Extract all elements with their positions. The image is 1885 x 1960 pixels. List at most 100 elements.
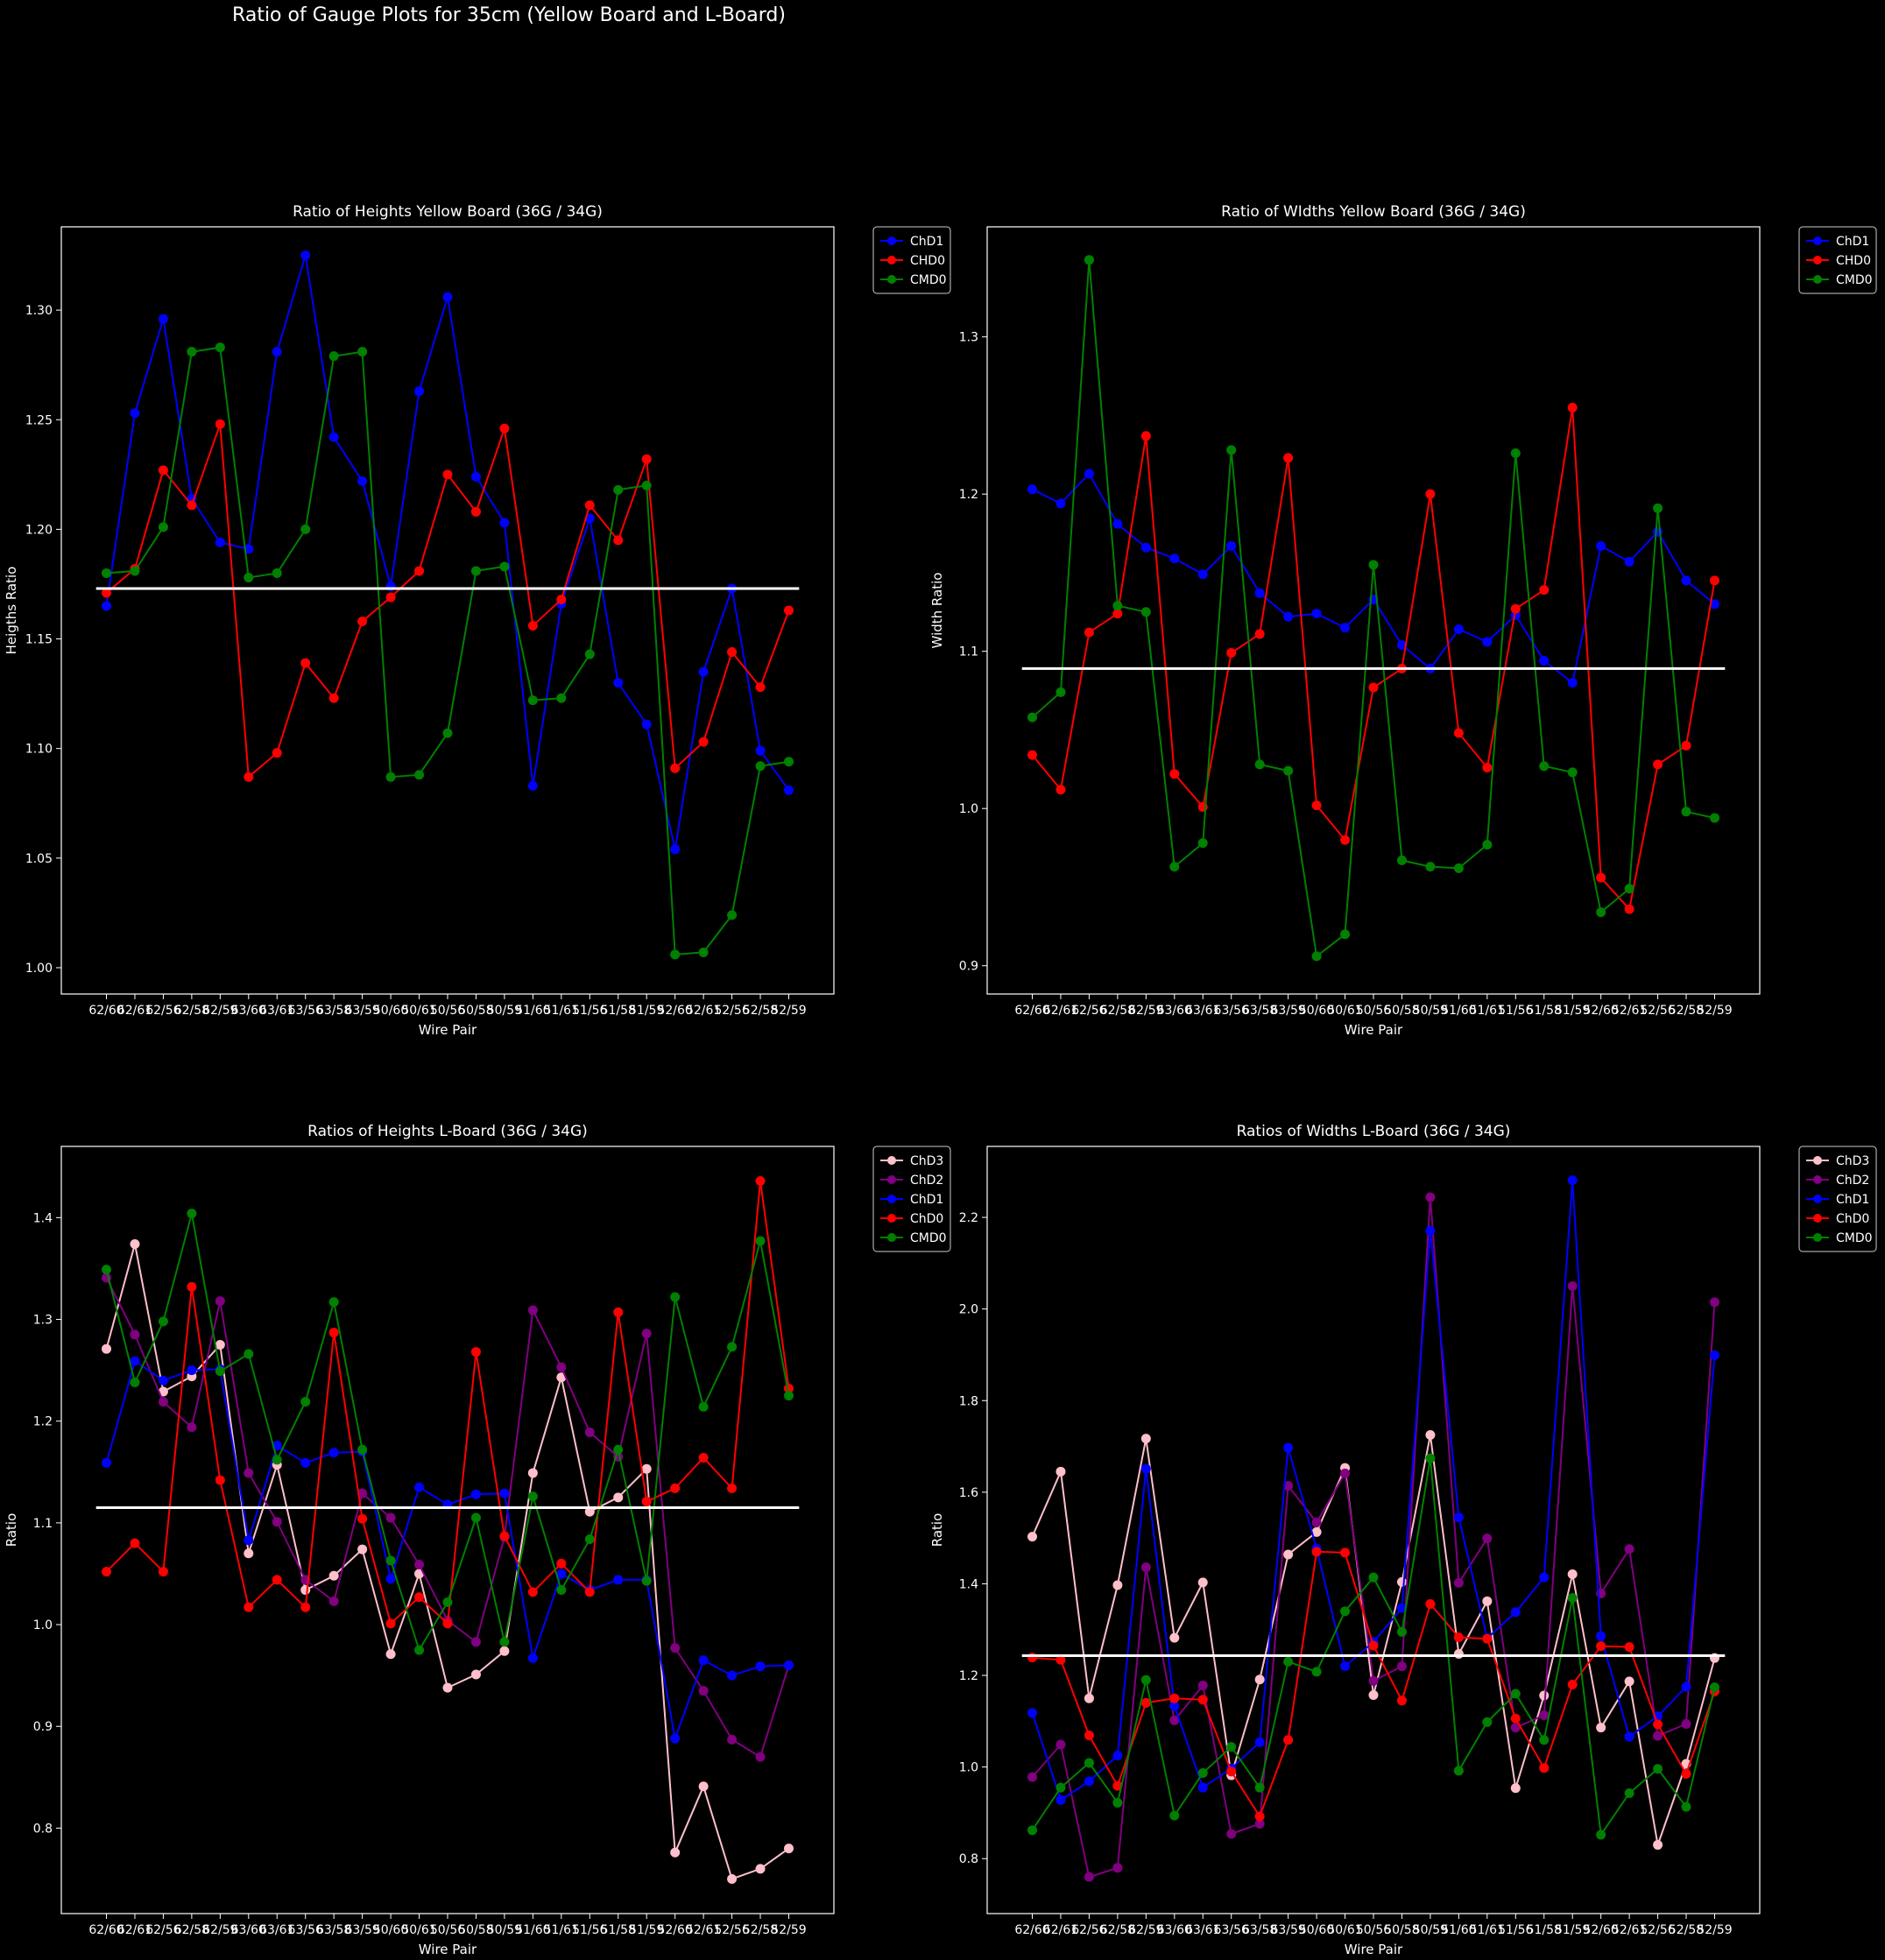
panel-4-series-chd3-point [1197, 1577, 1208, 1588]
panel-3-series-chd2-point [556, 1362, 567, 1372]
panel-2-legend-label: ChD1 [1836, 235, 1869, 249]
panel-3-series-chd3-point [783, 1844, 794, 1854]
panel-1-xtick-label: 51/58 [601, 1004, 636, 1018]
panel-3-xtick-label: 62/56 [145, 1923, 180, 1937]
panel-3-ylabel: Ratio [4, 1513, 19, 1548]
panel-4-xtick-label: 50/60 [1299, 1923, 1334, 1937]
panel-1-xtick-label: 63/60 [231, 1004, 266, 1018]
panel-1-series-chd0-point [385, 592, 396, 603]
panel-4-xtick-label: 52/58 [1669, 1923, 1704, 1937]
panel-4-ytick-label: 2.0 [959, 1303, 978, 1317]
panel-4-series-chd1-point [1140, 1463, 1151, 1474]
panel-4-xtick-label: 51/61 [1470, 1923, 1505, 1937]
panel-4-series-chd2-point [1510, 1723, 1521, 1733]
panel-1-series-chd0-point [328, 693, 339, 703]
panel-2-xtick-label: 62/56 [1071, 1004, 1106, 1018]
panel-4-series-chd0-point [1340, 1548, 1351, 1558]
panel-4-series-chd0-point [1453, 1632, 1464, 1643]
panel-3-series-chd2-point [357, 1488, 368, 1498]
panel-4-legend-label: ChD0 [1836, 1212, 1869, 1226]
panel-2-series-cmd0-point [1169, 862, 1180, 872]
panel-1-series-chd1-point [527, 780, 538, 791]
panel-1-xtick-label: 62/60 [88, 1004, 124, 1018]
panel-1-ytick-label: 1.15 [25, 633, 53, 647]
panel-1-series-chd0-point [527, 621, 538, 631]
panel-4-series-chd1-point [1027, 1708, 1038, 1718]
panel-4-series-chd2-point [1340, 1468, 1351, 1478]
panel-2-series-chd0-line [1031, 407, 1716, 912]
panel-1-series-chd0-point [499, 423, 510, 434]
panel-2-series-cmd0-point [1084, 255, 1094, 265]
panel-3-series-chd2-point [215, 1296, 225, 1307]
panel-4-series-chd3-point [1084, 1693, 1094, 1703]
panel-1-series-cmd0-line [106, 346, 789, 955]
panel-4-xtick-label: 63/61 [1185, 1923, 1220, 1937]
panel-1-xtick-label: 63/58 [316, 1004, 351, 1018]
panel-3-xtick-label: 50/58 [458, 1923, 493, 1937]
panel-3-xtick-label: 52/60 [657, 1923, 692, 1937]
panel-3-xtick-label: 51/61 [544, 1923, 579, 1937]
panel-4-series-cmd0-point [1226, 1742, 1237, 1752]
panel-1-series-chd0-point [755, 682, 766, 693]
panel-2-ylabel: Width Ratio [929, 573, 945, 649]
panel-3-series-cmd0-point [385, 1555, 396, 1566]
panel-3-series-chd2-point [187, 1422, 197, 1433]
panel-2-series-cmd0-point [1140, 607, 1151, 617]
panel-2-series-chd0-point [1596, 872, 1606, 883]
panel-3-series-chd0-point [613, 1307, 624, 1317]
panel-3-series-chd0-point [499, 1531, 510, 1541]
panel-4-series-chd1-point [1510, 1607, 1521, 1618]
panel-3-legend-label: ChD2 [910, 1174, 943, 1188]
panel-4-series-chd0-point [1567, 1680, 1578, 1690]
panel-2-ytick-label: 0.9 [959, 960, 978, 974]
panel-3-series-chd3-point [328, 1570, 339, 1581]
panel-4-xtick-label: 50/56 [1356, 1923, 1391, 1937]
panel-1-series-chd1-point [357, 476, 368, 486]
panel-1-series-chd1-point [300, 250, 311, 261]
panel-2-series-cmd0-point [1396, 855, 1407, 865]
panel-3-legend-marker [887, 1156, 896, 1165]
panel-2-series-chd0-point [1453, 728, 1464, 738]
panel-3-series-chd1-point [187, 1365, 197, 1376]
panel-4-series-chd2-point [1084, 1872, 1094, 1882]
panel-4-series-chd2-point [1653, 1731, 1663, 1741]
panel-1-series-cmd0-point [442, 728, 453, 738]
panel-4-series-chd2-point [1169, 1715, 1180, 1725]
panel-1-ylabel: Heigths Ratio [4, 567, 19, 655]
panel-1-series-cmd0-point [670, 949, 681, 960]
panel-3-series-chd3-point [470, 1669, 481, 1680]
panel-3-xtick-label: 50/59 [487, 1923, 522, 1937]
panel-4-series-chd0-point [1653, 1719, 1663, 1730]
panel-4-xtick-label: 50/61 [1327, 1923, 1362, 1937]
panel-2-xtick-label: 52/56 [1640, 1004, 1675, 1018]
panel-4-series-chd2-point [1027, 1772, 1038, 1782]
panel-3-series-cmd0-point [727, 1342, 738, 1352]
panel-3-series-chd1-point [385, 1574, 396, 1584]
panel-1-series-cmd0-point [272, 568, 282, 578]
panel-1-xtick-label: 51/59 [629, 1004, 664, 1018]
panel-1-legend-marker [887, 256, 896, 264]
panel-1-series-cmd0-point [499, 561, 510, 572]
panel-1-series-cmd0-point [102, 568, 112, 578]
figure-title: Ratio of Gauge Plots for 35cm (Yellow Bo… [232, 4, 786, 26]
panel-2-series-chd1-point [1283, 611, 1294, 622]
panel-2-series-chd0-point [1709, 575, 1719, 586]
panel-2-series-cmd0-point [1112, 601, 1123, 611]
panel-2-series-chd1-point [1453, 624, 1464, 635]
panel-1-ytick-label: 1.05 [25, 852, 53, 866]
panel-4-series-cmd0-point [1653, 1764, 1663, 1774]
panel-3-series-chd1-point [698, 1655, 709, 1666]
panel-3-series-chd0-point [272, 1575, 282, 1585]
panel-2-series-chd1-point [1681, 575, 1691, 586]
panel-1-xtick-label: 63/61 [259, 1004, 294, 1018]
panel-2-ytick-label: 1.1 [959, 645, 978, 659]
panel-1-series-cmd0-point [755, 761, 766, 772]
panel-4-series-chd0-point [1510, 1713, 1521, 1724]
panel-3-series-chd2-point [470, 1637, 481, 1647]
panel-1-series-cmd0-point [698, 947, 709, 957]
panel-4-series-chd0-point [1681, 1768, 1691, 1779]
panel-1-xtick-label: 52/56 [714, 1004, 749, 1018]
panel-3-series-chd3-point [357, 1544, 368, 1555]
panel-3-xtick-label: 52/59 [771, 1923, 806, 1937]
panel-4-series-chd2-point [1681, 1718, 1691, 1729]
